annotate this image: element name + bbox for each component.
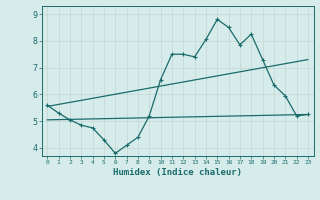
X-axis label: Humidex (Indice chaleur): Humidex (Indice chaleur) <box>113 168 242 177</box>
